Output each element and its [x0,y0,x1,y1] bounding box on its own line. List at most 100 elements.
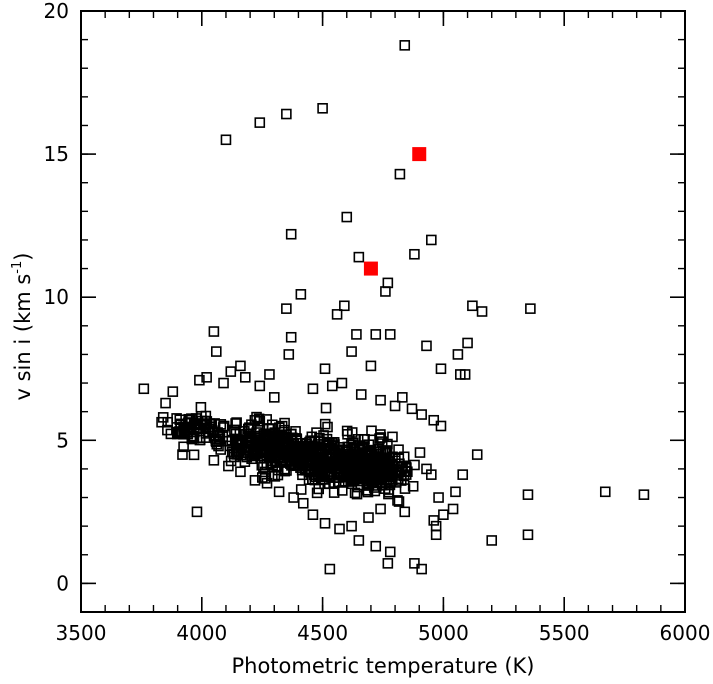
data-point [341,211,353,223]
y-axis-label: v sin i (km s-1) [10,253,35,401]
data-point [409,558,420,569]
data-point [346,520,357,532]
data-point [210,346,222,357]
data-point [398,451,410,463]
data-point [522,529,534,541]
data-point [194,374,205,386]
y-tick-label: 0 [56,571,69,595]
data-point [353,251,365,263]
data-point [428,515,440,526]
data-point [335,468,347,480]
data-point [283,349,295,360]
data-point [409,459,420,471]
data-point [292,442,303,453]
data-point [399,506,411,518]
data-point [307,383,319,395]
data-point [297,497,309,509]
data-point [235,466,246,478]
data-point [295,484,307,495]
data-point [486,535,498,546]
data-point [416,409,427,420]
y-tick-label: 20 [44,0,69,23]
data-point [326,380,338,392]
data-point [274,445,285,456]
x-tick-label: 5000 [418,621,469,645]
data-point [333,450,345,462]
data-point [471,449,483,460]
data-point [457,469,469,480]
data-point [172,426,183,438]
data-point [249,475,261,486]
data-point [409,248,420,260]
data-point [447,503,459,515]
data-point [346,346,357,357]
data-point [387,431,398,443]
data-point [319,363,331,375]
data-point [244,422,255,433]
data-point [397,392,408,403]
data-point [285,331,297,343]
data-point [285,228,297,240]
data-point [329,477,340,488]
data-point [334,523,345,535]
data-point [273,486,285,498]
data-point [311,487,323,499]
data-point [467,300,478,312]
data-point [188,432,200,444]
data-point [230,418,241,429]
data-point [286,428,297,440]
data-point [384,329,396,340]
x-axis-label: Photometric temperature (K) [231,654,534,678]
data-point [371,455,382,466]
data-point [331,309,343,320]
data-point [307,509,319,520]
data-point [358,473,370,485]
data-point [366,425,377,437]
data-point [452,349,464,360]
data-point [182,427,193,438]
data-point [374,471,386,482]
data-point [387,451,398,463]
data-point [253,413,265,425]
data-point [375,394,386,406]
data-point [435,420,447,432]
y-axis-label-main: v sin i (km s [11,274,35,401]
data-point [351,488,363,500]
data-point [339,300,350,312]
data-point [336,377,348,389]
data-point [393,444,404,455]
x-tick-label: 5500 [539,621,590,645]
data-point [428,414,440,426]
data-point [162,416,174,428]
x-tick-label: 3500 [56,621,107,645]
data-point [407,480,419,492]
data-point [394,168,406,180]
data-point [156,416,167,428]
data-point [370,540,382,552]
data-point [319,517,331,529]
data-point [416,563,427,575]
data-point [384,546,396,558]
data-point [370,329,382,340]
data-point [406,403,418,415]
data-point [279,417,290,429]
data-point [327,444,339,455]
data-point [138,383,150,395]
data-point [339,448,350,460]
data-point [450,486,461,498]
data-point [355,389,367,400]
plot-frame [80,10,686,613]
data-point [321,456,333,467]
minor-ticks [80,10,686,613]
data-point [375,503,386,515]
y-axis-label-superscript: -1 [10,261,25,274]
data-point [438,509,449,520]
data-point [393,496,405,507]
y-tick-label: 15 [44,142,69,166]
data-point [312,468,324,480]
data-point [183,413,195,425]
data-point [167,386,179,397]
data-point [430,529,442,541]
data-point [342,429,353,440]
data-point [369,472,380,483]
